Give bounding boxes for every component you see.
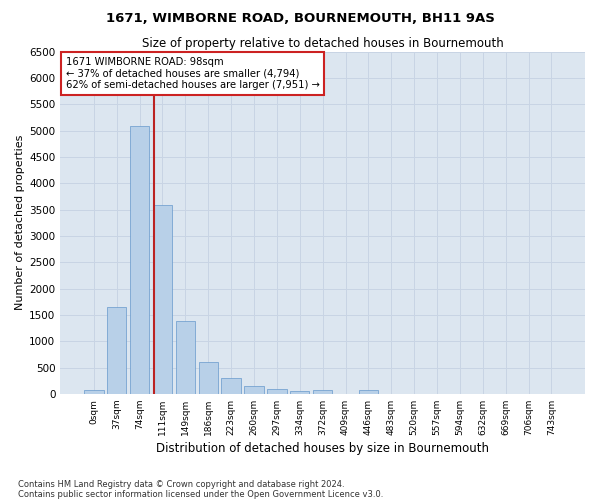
Bar: [107, 308, 127, 394]
Bar: [244, 386, 264, 394]
Bar: [359, 390, 378, 394]
Y-axis label: Number of detached properties: Number of detached properties: [15, 135, 25, 310]
Bar: [176, 320, 195, 394]
Text: 1671, WIMBORNE ROAD, BOURNEMOUTH, BH11 9AS: 1671, WIMBORNE ROAD, BOURNEMOUTH, BH11 9…: [106, 12, 494, 26]
Bar: [221, 378, 241, 394]
Bar: [313, 390, 332, 394]
Bar: [267, 389, 287, 394]
Bar: [84, 390, 104, 394]
Title: Size of property relative to detached houses in Bournemouth: Size of property relative to detached ho…: [142, 38, 503, 51]
Bar: [130, 126, 149, 394]
Text: Contains HM Land Registry data © Crown copyright and database right 2024.
Contai: Contains HM Land Registry data © Crown c…: [18, 480, 383, 499]
Text: 1671 WIMBORNE ROAD: 98sqm
← 37% of detached houses are smaller (4,794)
62% of se: 1671 WIMBORNE ROAD: 98sqm ← 37% of detac…: [65, 57, 319, 90]
Bar: [199, 362, 218, 394]
Bar: [153, 206, 172, 394]
Bar: [290, 391, 310, 394]
X-axis label: Distribution of detached houses by size in Bournemouth: Distribution of detached houses by size …: [156, 442, 489, 455]
